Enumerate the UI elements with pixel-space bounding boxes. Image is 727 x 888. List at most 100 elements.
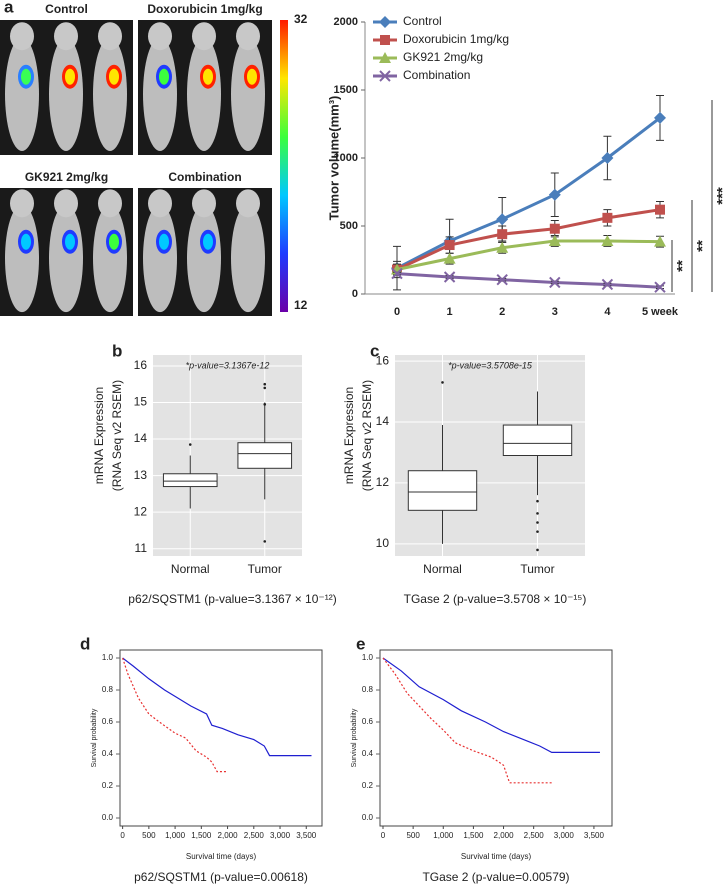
mouse-head: [54, 22, 78, 51]
x-tick-label: 3,000: [270, 831, 291, 840]
x-tick-label: 3: [552, 306, 558, 318]
box: [162, 473, 218, 488]
signal-core: [203, 68, 213, 85]
y-tick-label: 14: [376, 414, 390, 428]
x-tick-label: 4: [604, 306, 611, 318]
y-tick-label: 12: [376, 475, 390, 489]
mouse-head: [54, 189, 78, 218]
outlier: [441, 381, 444, 384]
group-label: GK921 2mg/kg: [25, 170, 108, 184]
outlier: [263, 540, 267, 543]
colorbar: [280, 20, 288, 312]
panel-label: c: [370, 341, 379, 360]
x-axis-label: Survival time (days): [461, 852, 532, 861]
mouse-head: [236, 189, 260, 218]
marker: [654, 111, 666, 124]
x-axis-label: Survival time (days): [186, 852, 257, 861]
mouse: [143, 37, 177, 151]
signal-core: [247, 68, 257, 85]
y-tick-label: 0.2: [102, 781, 114, 790]
y-tick-label: 0.8: [362, 685, 374, 694]
y-tick-label: 0.0: [362, 813, 374, 822]
x-tick-label: 2: [499, 306, 505, 318]
y-tick-label: 14: [134, 431, 148, 445]
mouse-head: [148, 189, 172, 218]
x-tick-label: 2,500: [524, 831, 545, 840]
mouse-head: [10, 189, 34, 218]
y-tick-label: 1000: [334, 152, 358, 164]
y-tick-label: 0.2: [362, 781, 374, 790]
y-tick-label: 1500: [334, 84, 358, 96]
marker: [497, 229, 508, 240]
x-tick-label: Normal: [423, 562, 462, 576]
y-axis-label: (RNA Seq v2 RSEM): [110, 380, 124, 491]
y-tick-label: 0: [352, 288, 358, 300]
box: [502, 424, 573, 456]
marker: [444, 240, 455, 251]
y-tick-label: 1.0: [102, 653, 114, 662]
mouse: [93, 37, 127, 151]
signal-core: [109, 68, 119, 85]
plot-frame: [119, 649, 323, 827]
x-tick-label: Normal: [171, 562, 210, 576]
y-axis-label: Survival probability: [91, 708, 98, 767]
mouse: [93, 204, 127, 313]
marker: [548, 188, 561, 201]
x-tick-label: Tumor: [248, 562, 282, 576]
mouse-head: [98, 189, 122, 218]
group-label: Combination: [168, 170, 241, 184]
y-tick-label: 0.0: [102, 813, 114, 822]
outlier: [536, 530, 539, 533]
y-tick-label: 16: [134, 358, 148, 372]
y-tick-label: 0.8: [102, 685, 114, 694]
mouse-head: [148, 22, 172, 51]
legend-label: Combination: [403, 68, 470, 82]
marker: [443, 271, 456, 283]
y-axis-label: Tumor volume(mm³): [326, 96, 341, 221]
marker: [391, 267, 403, 280]
box: [237, 442, 293, 469]
x-tick-label: 0: [120, 831, 125, 840]
series-line: [396, 208, 661, 271]
marker: [496, 241, 509, 253]
x-tick-label: 1,000: [433, 831, 454, 840]
legend-label: GK921 2mg/kg: [403, 50, 483, 64]
significance-label: **: [674, 260, 691, 272]
x-tick-label: 2,000: [494, 831, 515, 840]
outlier: [536, 512, 539, 515]
series-line: [396, 239, 661, 271]
y-tick-label: 13: [134, 468, 148, 482]
y-tick-label: 500: [340, 220, 358, 232]
y-axis-label: mRNA Expression: [92, 387, 106, 484]
marker: [549, 223, 560, 234]
mouse-head: [10, 22, 34, 51]
legend-marker: [380, 35, 390, 45]
outlier: [188, 443, 192, 446]
marker: [549, 276, 561, 289]
signal-core: [159, 233, 169, 250]
signal-core: [21, 233, 31, 250]
legend-label: Doxorubicin 1mg/kg: [403, 32, 509, 46]
marker: [601, 152, 614, 164]
panel-label: e: [356, 634, 365, 653]
x-tick-label: 3,500: [296, 831, 317, 840]
mouse: [49, 204, 83, 313]
mouse-head: [192, 22, 216, 51]
caption: p62/SQSTM1 (p-value=3.1367 × 10⁻¹²): [128, 592, 336, 606]
signal-core: [203, 233, 213, 250]
plot-title: *p-value=3.1367e-12: [186, 360, 270, 370]
x-tick-label: 0: [394, 306, 400, 318]
group-label: Control: [45, 2, 88, 16]
y-tick-label: 16: [376, 353, 390, 367]
x-tick-label: 2,000: [218, 831, 239, 840]
y-tick-label: 10: [376, 536, 390, 550]
y-tick-label: 0.6: [362, 717, 374, 726]
series-line: [396, 272, 661, 289]
colorbar-label: 12: [294, 298, 308, 312]
legend-label: Control: [403, 14, 442, 28]
plot-frame: [379, 649, 613, 827]
legend-marker: [379, 52, 391, 63]
signal-core: [65, 233, 75, 250]
x-tick-label: 500: [142, 831, 156, 840]
mouse: [231, 204, 265, 313]
